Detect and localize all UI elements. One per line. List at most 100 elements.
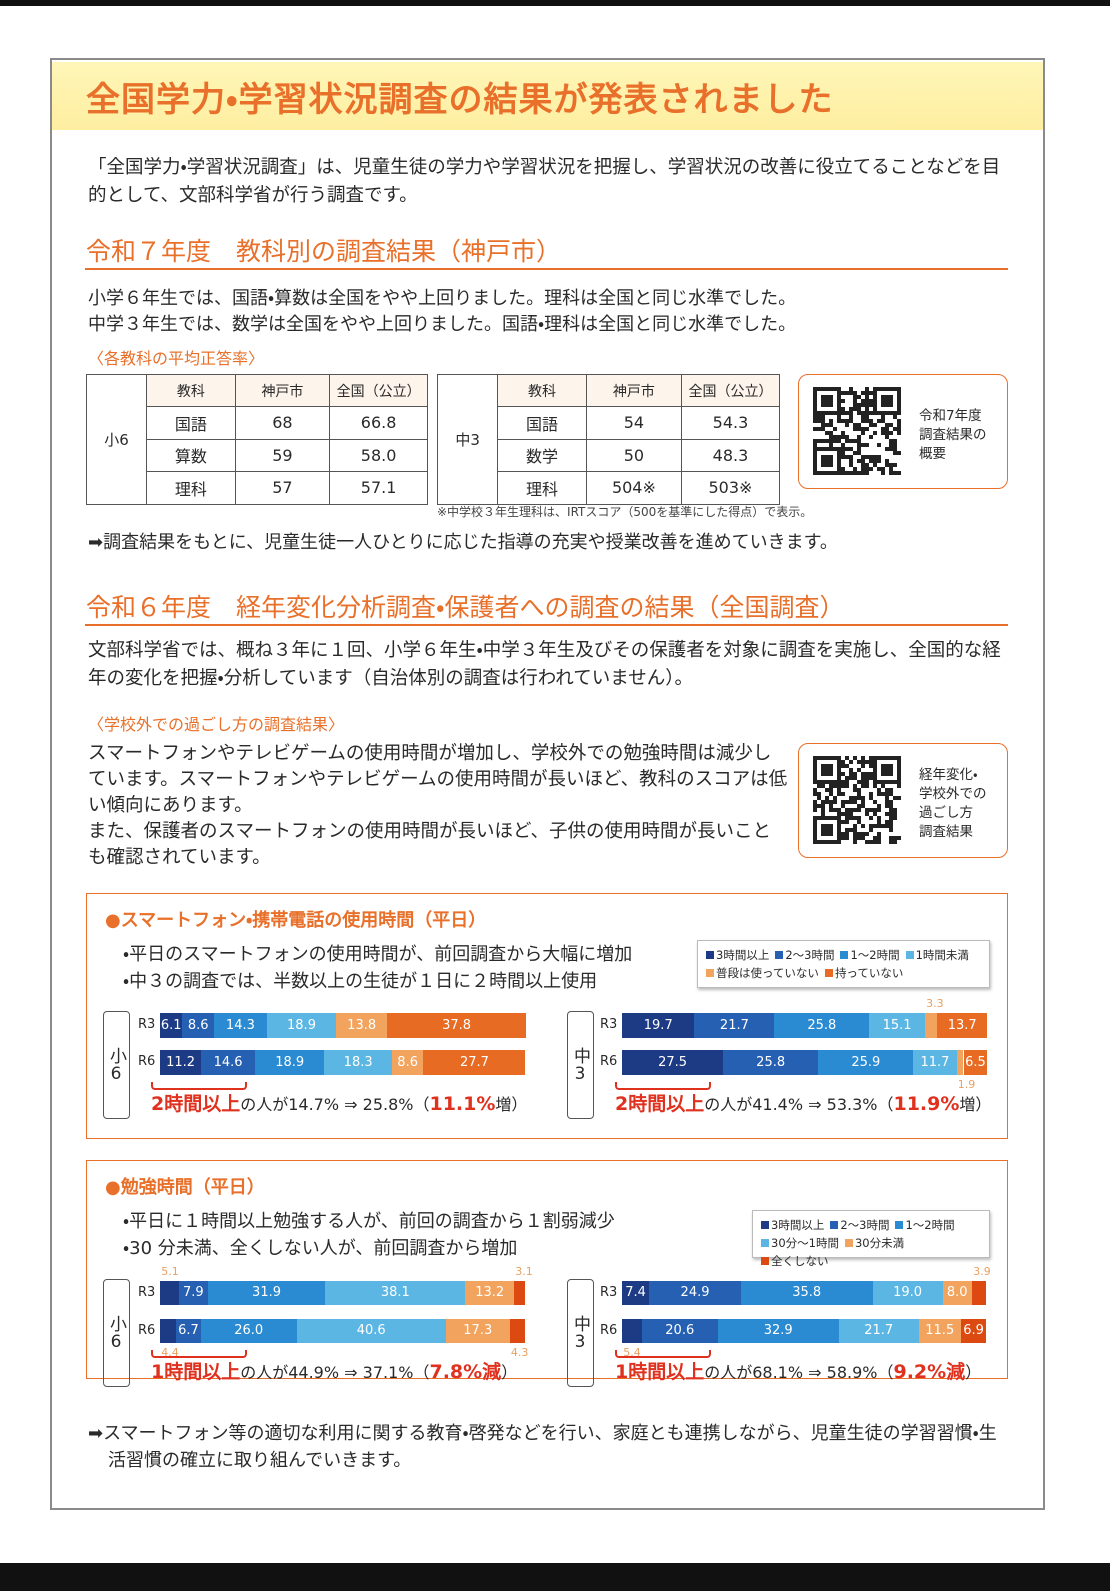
bar-segment xyxy=(774,1013,870,1038)
row-label: R6 xyxy=(600,1323,618,1338)
bar-segment xyxy=(182,1013,215,1038)
value-label: 13.8 xyxy=(347,1017,377,1033)
bar-segment xyxy=(869,1013,925,1038)
summary: 2時間以上の人が41.4% ⇒ 53.3%（11.9%増） xyxy=(615,1089,991,1116)
conclusion: ➡調査結果をもとに、児童生徒一人ひとりに応じた指導の充実や授業改善を進めていきま… xyxy=(88,532,838,553)
legend-item: 1時間未満 xyxy=(905,946,969,964)
value-label: 11.7 xyxy=(920,1054,950,1070)
bracket xyxy=(615,1350,711,1358)
value-label: 21.7 xyxy=(864,1323,894,1338)
table-header-row: 小6 教科 神戸市 全国（公立） xyxy=(85,374,428,505)
value-label: 8.6 xyxy=(187,1017,209,1033)
legend-label: 3時間以上 xyxy=(771,1218,825,1232)
summary-em: 11.1% xyxy=(429,1093,496,1115)
summary-em: 11.9% xyxy=(893,1093,960,1115)
top-strip xyxy=(0,0,1110,6)
legend-label: 2～3時間 xyxy=(840,1218,890,1232)
summary-mid: の人が41.4% ⇒ 53.3%（ xyxy=(704,1095,894,1114)
bar-segment xyxy=(694,1013,775,1038)
legend-swatch xyxy=(706,951,714,959)
heading-rule xyxy=(85,268,1008,270)
bullet: ・30 分未満、全くしない人が、前回調査から増加 xyxy=(123,1238,518,1259)
heading-rule xyxy=(85,624,1008,626)
bar-segment xyxy=(956,1050,964,1075)
chart-title: ●勉強時間（平日） xyxy=(105,1177,265,1198)
value-label: 18.9 xyxy=(275,1054,305,1070)
bar-segment xyxy=(325,1281,466,1305)
bar-segment xyxy=(818,1050,914,1075)
value-label: 27.7 xyxy=(459,1054,489,1070)
group-label: 中3 xyxy=(567,1279,594,1387)
row-label: R3 xyxy=(600,1017,618,1032)
group-cell: 中3 xyxy=(436,374,499,505)
legend-label: 普段は使っていない xyxy=(716,966,819,980)
legend-item: 全くしない xyxy=(761,1252,829,1270)
table-row: 算数 59 58.0 xyxy=(87,438,428,472)
qr-code xyxy=(813,387,901,475)
bar-segment xyxy=(924,1013,937,1038)
summary: 2時間以上の人が14.7% ⇒ 25.8%（11.1%増） xyxy=(151,1089,527,1116)
bullet: ・中３の調査では、半数以上の生徒が１日に２時間以上使用 xyxy=(123,971,598,992)
bar-segment xyxy=(423,1050,526,1075)
bar-segment xyxy=(266,1013,337,1038)
table-cell: 58.0 xyxy=(329,438,428,472)
value-label: 8.0 xyxy=(946,1285,968,1300)
table-cell: 国語 xyxy=(146,406,236,440)
legend-label: 30分未満 xyxy=(854,1236,905,1250)
value-label: 5.1 xyxy=(161,1265,179,1278)
subheading: 〈各教科の平均正答率〉 xyxy=(88,349,265,368)
bar-segment xyxy=(937,1013,988,1038)
table-cell: 503※ xyxy=(680,471,781,505)
value-label: 35.8 xyxy=(792,1285,822,1300)
summary-mid: の人が68.1% ⇒ 58.9%（ xyxy=(704,1363,894,1382)
legend-item: 持っていない xyxy=(824,964,903,982)
value-label: 6.9 xyxy=(963,1323,984,1338)
bar-segment xyxy=(336,1013,388,1038)
value-label: 3.3 xyxy=(926,997,944,1010)
summary-tail: 増） xyxy=(495,1095,528,1114)
bar-segment xyxy=(178,1281,208,1305)
table-cell: 59 xyxy=(234,438,331,472)
table-row: 数学 50 48.3 xyxy=(438,438,781,472)
legend-item: 1～2時間 xyxy=(895,1216,955,1234)
value-label: 19.0 xyxy=(893,1285,923,1300)
table-header-row: 中3 教科 神戸市 全国（公立） xyxy=(436,374,781,505)
qr-box: 経年変化・ 学校外での 過ごし方 調査結果 xyxy=(798,743,1008,858)
bar-segment xyxy=(872,1281,943,1305)
qr-caption: 調査結果の xyxy=(919,426,987,443)
bar-segment xyxy=(622,1319,642,1343)
value-label: 6.1 xyxy=(160,1017,182,1033)
bar-segment xyxy=(649,1281,741,1305)
body-text: 文部科学省では、概ね３年に１回、小学６年生・中学３年生及びその保護者を対象に調査… xyxy=(88,640,1001,689)
legend-swatch xyxy=(840,951,849,959)
row-label: R3 xyxy=(138,1017,156,1032)
chart-box xyxy=(86,893,1008,1139)
table-cell: 57.1 xyxy=(329,471,428,505)
column-header: 全国（公立） xyxy=(680,374,781,407)
table-note: ※中学校３年生理科は、IRTスコア（500を基準にした得点）で表示。 xyxy=(437,505,813,519)
value-label: 32.9 xyxy=(763,1323,793,1338)
summary-lead: 2時間以上 xyxy=(615,1093,705,1115)
bar-segment xyxy=(160,1319,177,1343)
legend-item: 2～3時間 xyxy=(775,946,834,964)
value-label: 24.9 xyxy=(680,1285,710,1300)
summary-tail: 増） xyxy=(959,1095,992,1114)
qr-caption: 学校外での xyxy=(919,786,987,802)
bar-segment xyxy=(622,1050,724,1075)
table-cell: 54 xyxy=(585,406,682,440)
legend-item: 30分未満 xyxy=(844,1234,905,1252)
legend-label: 全くしない xyxy=(771,1254,829,1268)
bar-segment xyxy=(200,1319,297,1343)
value-label: 26.0 xyxy=(234,1323,264,1338)
bar-segment xyxy=(445,1319,510,1343)
qr-caption: 令和7年度 xyxy=(919,407,982,424)
value-label: 8.6 xyxy=(397,1054,418,1070)
legend-label: 1時間未満 xyxy=(915,948,969,962)
table-cell: 算数 xyxy=(146,438,236,472)
value-label: 27.5 xyxy=(658,1054,688,1070)
bar-segment xyxy=(723,1050,819,1075)
legend-swatch xyxy=(844,1239,853,1247)
value-label: 21.7 xyxy=(719,1017,749,1033)
body-line: 小学６年生では、国語・算数は全国をやや上回りました。理科は全国と同じ水準でした。 xyxy=(88,288,797,309)
value-label: 5.4 xyxy=(623,1346,641,1359)
